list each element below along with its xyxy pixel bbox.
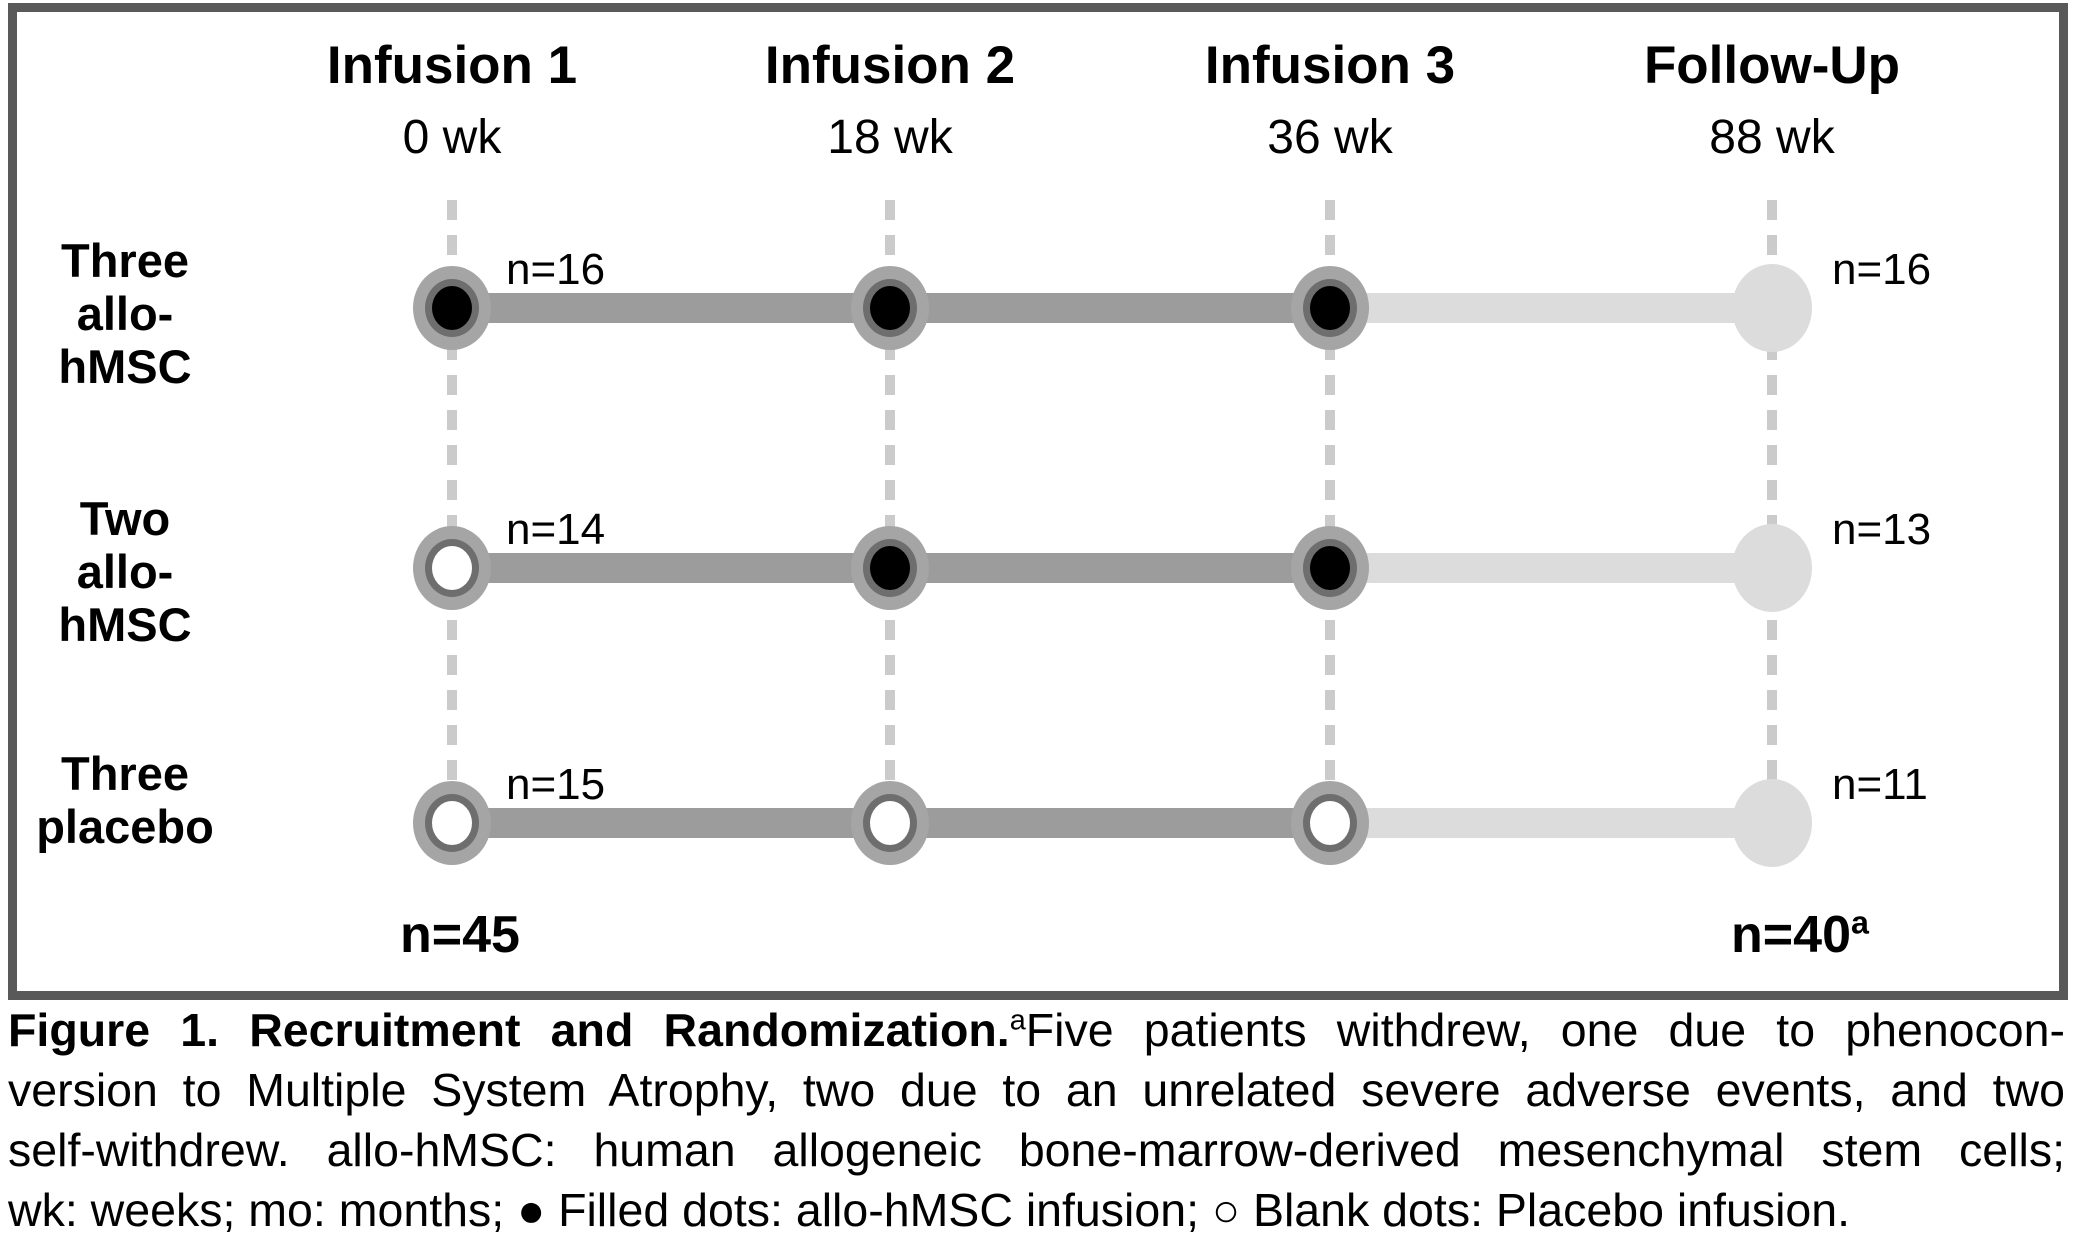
column-header-infusion2: Infusion 2 18 wk (680, 38, 1100, 164)
column-title: Follow-Up (1643, 36, 1901, 95)
arm-label-line: Three (61, 234, 189, 287)
arm-label-three-placebo: Three placebo (18, 747, 232, 853)
arm-label-line: placebo (36, 800, 214, 853)
dashed-guide-line (1767, 200, 1777, 823)
n-label-start: n=15 (506, 760, 606, 809)
n-label-end: n=13 (1832, 505, 1932, 554)
column-time: 36 wk (1267, 111, 1393, 164)
column-title: Infusion 1 (326, 36, 578, 95)
total-footnote-marker: a (1851, 904, 1869, 941)
dot-core (1303, 279, 1357, 337)
blank-dot-icon (851, 781, 929, 865)
total-enrolled: n=45 (400, 906, 520, 964)
filled-dot-icon (1291, 526, 1369, 610)
arm-label-two-allo-hmsc: Two allo-hMSC (18, 492, 232, 651)
timeline-light-segment (1330, 553, 1772, 583)
caption-text: Five patients withdrew, one due to pheno… (1025, 1004, 2065, 1056)
arm-label-line: Three (61, 747, 189, 800)
blank-dot-icon (1291, 781, 1369, 865)
dashed-guide-line (447, 200, 457, 823)
dot-core (425, 279, 479, 337)
figure-caption: Figure 1. Recruitment and Randomization.… (8, 1000, 2065, 1238)
column-time: 0 wk (402, 111, 502, 164)
timeline-light-segment (1330, 293, 1772, 323)
followup-dot-icon (1732, 524, 1812, 612)
column-time: 88 wk (1709, 111, 1835, 164)
caption-line: self-withdrew. allo-hMSC: human allogene… (8, 1124, 2065, 1176)
n-label-start: n=16 (506, 245, 606, 294)
caption-line: version to Multiple System Atrophy, two … (8, 1064, 2065, 1116)
filled-dot-icon (413, 266, 491, 350)
column-title: Infusion 2 (764, 36, 1016, 95)
n-label-end: n=16 (1832, 245, 1932, 294)
total-completed: n=40a (1670, 905, 1930, 965)
dot-core (425, 794, 479, 852)
filled-dot-icon (851, 526, 929, 610)
dashed-guide-line (885, 200, 895, 823)
dot-core (1303, 539, 1357, 597)
arm-label-three-allo-hmsc: Three allo-hMSC (18, 234, 232, 393)
blank-dot-icon (413, 781, 491, 865)
n-label-start: n=14 (506, 505, 606, 554)
followup-dot-icon (1732, 264, 1812, 352)
column-header-infusion3: Infusion 3 36 wk (1120, 38, 1540, 164)
dot-core (425, 539, 479, 597)
dot-core (863, 539, 917, 597)
column-title: Infusion 3 (1204, 36, 1456, 95)
filled-dot-icon (851, 266, 929, 350)
followup-dot-icon (1732, 779, 1812, 867)
dot-core (1303, 794, 1357, 852)
arm-label-line: Two (79, 492, 171, 545)
column-header-followup: Follow-Up 88 wk (1562, 38, 1982, 164)
column-header-infusion1: Infusion 1 0 wk (242, 38, 662, 164)
arm-label-line: allo-hMSC (58, 287, 192, 393)
dot-core (863, 794, 917, 852)
total-completed-value: n=40 (1731, 906, 1852, 964)
dashed-guide-line (1325, 200, 1335, 823)
filled-dot-icon (1291, 266, 1369, 350)
dot-core (863, 279, 917, 337)
blank-dot-icon (413, 526, 491, 610)
n-label-end: n=11 (1832, 760, 1928, 809)
timeline-light-segment (1330, 808, 1772, 838)
arm-label-line: allo-hMSC (58, 545, 192, 651)
column-time: 18 wk (827, 111, 953, 164)
caption-line: Figure 1. Recruitment and Randomization.… (8, 1000, 2065, 1060)
caption-footnote-marker: a (1009, 1004, 1026, 1037)
caption-line: wk: weeks; mo: months; ● Filled dots: al… (8, 1184, 1851, 1236)
caption-title: Figure 1. Recruitment and Randomization. (8, 1004, 1010, 1056)
